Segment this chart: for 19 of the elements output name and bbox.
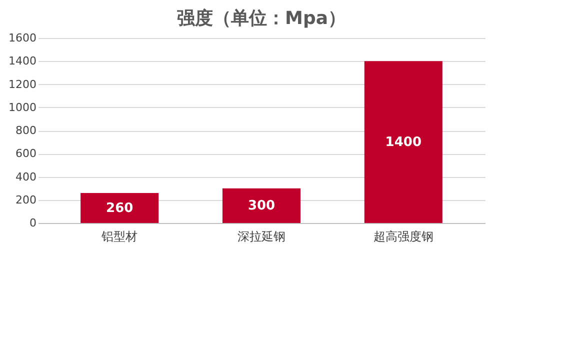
y-tick-label: 800 [16, 124, 36, 137]
y-tick-label: 1400 [8, 54, 36, 68]
y-tick-label: 0 [30, 216, 36, 230]
chart-title: 强度（单位：Mpa） [177, 8, 346, 29]
y-tick-label: 1200 [8, 78, 36, 91]
bar [80, 192, 159, 223]
x-tick-label: 超高强度钢 [373, 230, 434, 244]
bar [222, 188, 301, 223]
y-tick-label: 600 [16, 147, 36, 160]
y-tick-label: 400 [16, 170, 36, 184]
x-tick-label: 深拉延钢 [238, 230, 286, 244]
data-label: 1400 [385, 135, 422, 150]
data-label: 260 [106, 200, 134, 216]
bar [364, 61, 442, 223]
y-tick-label: 1000 [8, 100, 36, 114]
y-tick-label: 1600 [8, 32, 36, 44]
data-label: 300 [248, 198, 276, 214]
x-tick-label: 铝型材 [100, 230, 138, 244]
y-tick-label: 200 [16, 193, 36, 206]
